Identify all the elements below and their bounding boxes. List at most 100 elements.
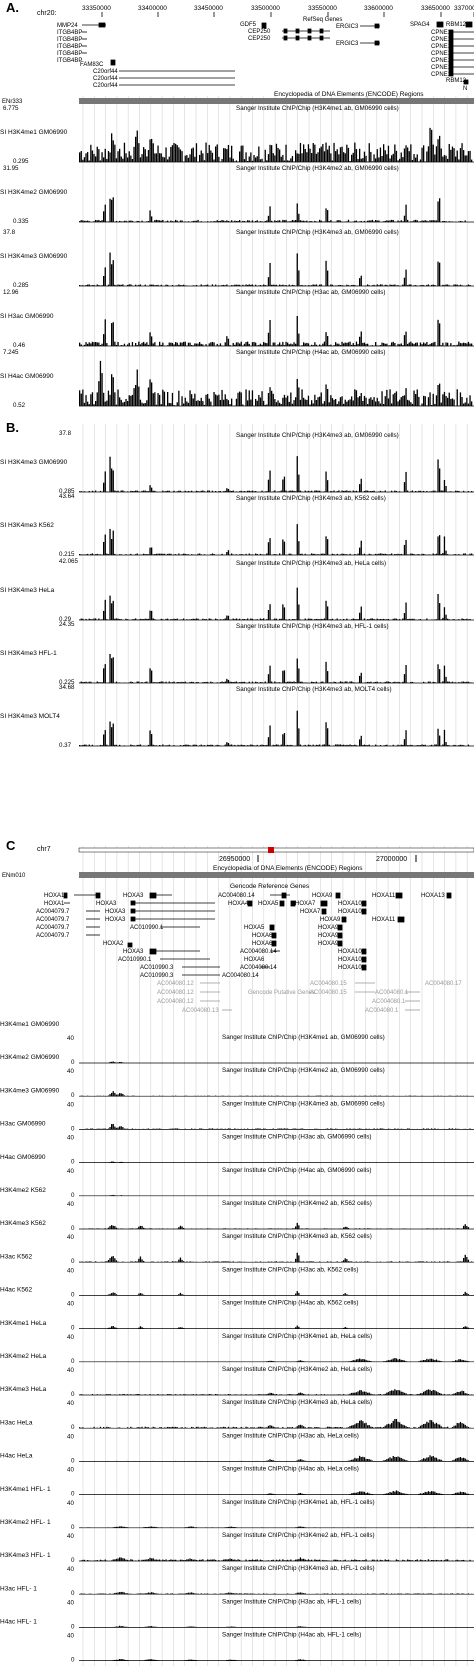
signal-bar [172,343,173,346]
signal-bar [276,402,277,406]
signal-bar [253,155,254,162]
signal-bar [434,1424,435,1428]
axis-max-label: 40 [67,1201,74,1208]
track-name: H3ac GM06990 [0,1121,46,1128]
signal-bar [101,373,102,406]
signal-bar [471,344,472,346]
signal-bar [450,150,451,162]
signal-bar [105,730,106,746]
signal-bar [277,400,278,406]
signal-bar [388,1392,389,1395]
signal-bar [121,1126,122,1129]
signal-bar [437,139,438,162]
signal-bar [135,343,136,346]
signal-bar [268,737,269,746]
signal-bar [135,137,136,162]
signal-bar [447,343,448,346]
signal-bar [327,606,328,620]
signal-bar [269,387,270,406]
signal-bar [287,343,288,346]
signal-bar [298,1293,299,1295]
signal-bar [385,1426,386,1428]
signal-bar [269,725,270,746]
signal-bar [361,276,362,286]
signal-bar [197,400,198,406]
signal-bar [431,1491,432,1494]
track-name: H3K4me1 HFL- 1 [0,1486,51,1493]
signal-bar [185,342,186,346]
signal-bar [111,374,112,406]
signal-bar [401,397,402,406]
signal-bar [297,1326,298,1329]
signal-bar [97,342,98,346]
track-name: SI H3K4me3 GM06990 [0,459,68,466]
signal-bar [109,529,110,555]
signal-bar [113,1326,114,1329]
signal-bar [189,343,190,346]
signal-bar [433,1359,434,1361]
signal-bar [461,1423,462,1428]
axis-min-label: 0 [71,1125,75,1132]
signal-bar [313,143,314,162]
gene-label: HOXA7 [295,901,316,907]
signal-bar [381,156,382,162]
signal-bar [393,1491,394,1495]
panel-c-genes-left: HOXA1 HOXA1 AC004079.7 AC004079.7 AC0040… [36,893,70,939]
signal-bar [453,148,454,162]
signal-bar [458,159,459,162]
signal-bar [260,397,261,406]
signal-bar [129,395,130,406]
signal-bar [423,1392,424,1395]
signal-bar [183,342,184,346]
signal-bar [114,145,115,162]
signal-bar [145,403,146,406]
signal-bar [79,343,80,346]
signal-bar [269,263,270,286]
signal-bar [364,1492,365,1495]
signal-bar [111,133,112,162]
signal-bar [109,1258,110,1262]
signal-bar [327,271,328,286]
track-title: Sanger Institute ChIP/Chip (H3ac ab, K56… [222,1266,359,1273]
signal-bar [140,157,141,162]
signal-bar [453,1426,454,1428]
signal-bar [436,395,437,406]
signal-bar [370,152,371,162]
track-title: Sanger Institute ChIP/Chip (H4ac ab, HeL… [222,1466,359,1473]
signal-bar [337,344,338,346]
signal-bar [132,395,133,406]
signal-bar [322,144,323,162]
signal-bar [191,394,192,406]
signal-bar [373,154,374,162]
signal-bar [325,536,326,555]
signal-bar [439,198,440,222]
signal-bar [135,385,136,406]
signal-bar [338,401,339,406]
signal-bar [95,401,96,406]
signal-bar [93,342,94,346]
signal-bar [298,728,299,746]
signal-bar [453,400,454,406]
signal-bar [429,1390,430,1395]
signal-bar [458,1359,459,1362]
signal-bar [252,342,253,346]
signal-bar [460,343,461,346]
signal-bar [452,147,453,162]
signal-bar [290,344,291,346]
signal-bar [362,343,363,346]
signal-bar [213,392,214,406]
signal-bar [361,479,362,492]
track-name: H3K4me2 GM06990 [0,1054,60,1061]
signal-bar [189,154,190,162]
signal-bar [425,344,426,346]
signal-bar [154,342,155,346]
signal-bar [121,400,122,406]
signal-bar [426,342,427,346]
signal-bar [119,1126,120,1129]
signal-bar [276,144,277,162]
signal-bar [210,402,211,406]
signal-bar [383,343,384,346]
signal-bar [196,143,197,162]
signal-bar [109,152,110,162]
